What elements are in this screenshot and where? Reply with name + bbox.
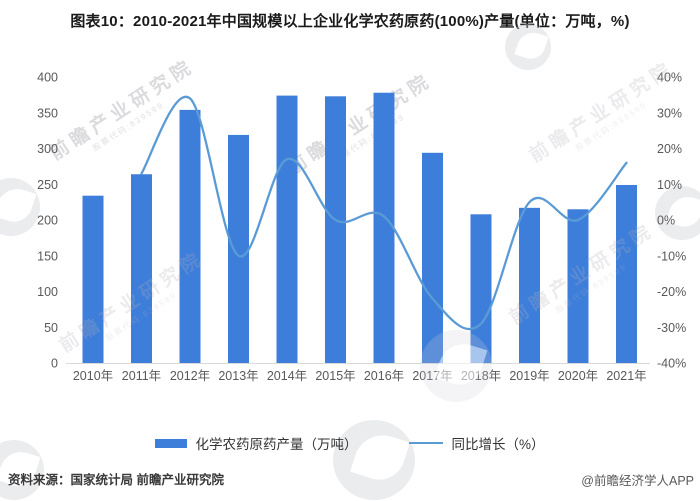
bar-2015年 [325, 96, 346, 364]
x-axis-label: 2020年 [558, 369, 598, 383]
credit-note: @前瞻经济学人APP [581, 474, 694, 488]
x-axis-label: 2017年 [412, 369, 452, 383]
x-axis-label: 2021年 [606, 369, 646, 383]
right-axis-tick: 30% [657, 106, 682, 120]
legend-item-production: 化学农药原药产量（万吨） [155, 433, 357, 453]
chart-legend: 化学农药原药产量（万吨） 同比增长（%） [0, 433, 700, 453]
right-axis-tick: 0% [657, 214, 675, 228]
left-axis-tick: 200 [37, 214, 58, 228]
x-axis-label: 2013年 [218, 369, 258, 383]
x-axis-label: 2012年 [170, 369, 210, 383]
bar-2010年 [82, 195, 104, 363]
bar-2013年 [228, 134, 249, 363]
right-axis-tick: -20% [657, 285, 686, 299]
left-axis-tick: 50 [44, 321, 58, 335]
chart-title: 图表10：2010-2021年中国规模以上企业化学农药原药(100%)产量(单位… [70, 13, 630, 30]
left-axis-tick: 0 [51, 357, 58, 371]
left-axis-tick: 350 [37, 106, 58, 120]
bar-swatch-icon [155, 438, 188, 448]
left-axis-tick: 150 [37, 249, 58, 263]
right-axis-tick: 40% [657, 71, 682, 85]
legend-label: 化学农药原药产量（万吨） [195, 437, 358, 452]
legend-label: 同比增长（%） [451, 437, 545, 452]
line-swatch-icon [409, 442, 444, 444]
x-axis-label: 2014年 [267, 369, 307, 383]
bar-2021年 [616, 184, 637, 363]
bar-2020年 [567, 209, 589, 363]
x-axis-label: 2015年 [315, 369, 355, 383]
left-axis-tick: 250 [37, 178, 58, 192]
source-note: 资料来源：国家统计局 前瞻产业研究院 [8, 473, 224, 487]
right-axis-tick: -30% [657, 321, 686, 335]
bar-2014年 [276, 95, 298, 363]
bar-2016年 [373, 92, 395, 364]
bar-2012年 [179, 109, 201, 363]
bar-2017年 [422, 152, 443, 363]
right-axis-tick: 10% [657, 178, 682, 192]
right-axis-tick: -40% [657, 357, 686, 371]
right-axis-tick: -10% [657, 249, 686, 263]
production-chart: 400 350 300 250 200 150 100 50 0 40% 30% 20% 10% 0% -1… [37, 71, 686, 384]
x-axis-label: 2019年 [509, 369, 549, 383]
x-axis-label: 2018年 [461, 369, 501, 383]
bar-2011年 [131, 174, 152, 363]
right-axis-tick: 20% [657, 142, 682, 156]
growth-line [140, 95, 628, 331]
left-axis-tick: 100 [37, 285, 58, 299]
chart-area: 400 350 300 250 200 150 100 50 0 40% 30% 20% 10% 0% -1… [0, 36, 700, 437]
x-axis-label: 2011年 [122, 369, 161, 383]
bar-2019年 [519, 207, 540, 363]
legend-item-growth: 同比增长（%） [409, 433, 545, 453]
x-axis-label: 2010年 [73, 369, 113, 383]
left-axis-tick: 300 [37, 142, 58, 156]
bar-2018年 [470, 214, 492, 363]
x-axis-label: 2016年 [364, 369, 404, 383]
left-axis-tick: 400 [37, 71, 58, 85]
